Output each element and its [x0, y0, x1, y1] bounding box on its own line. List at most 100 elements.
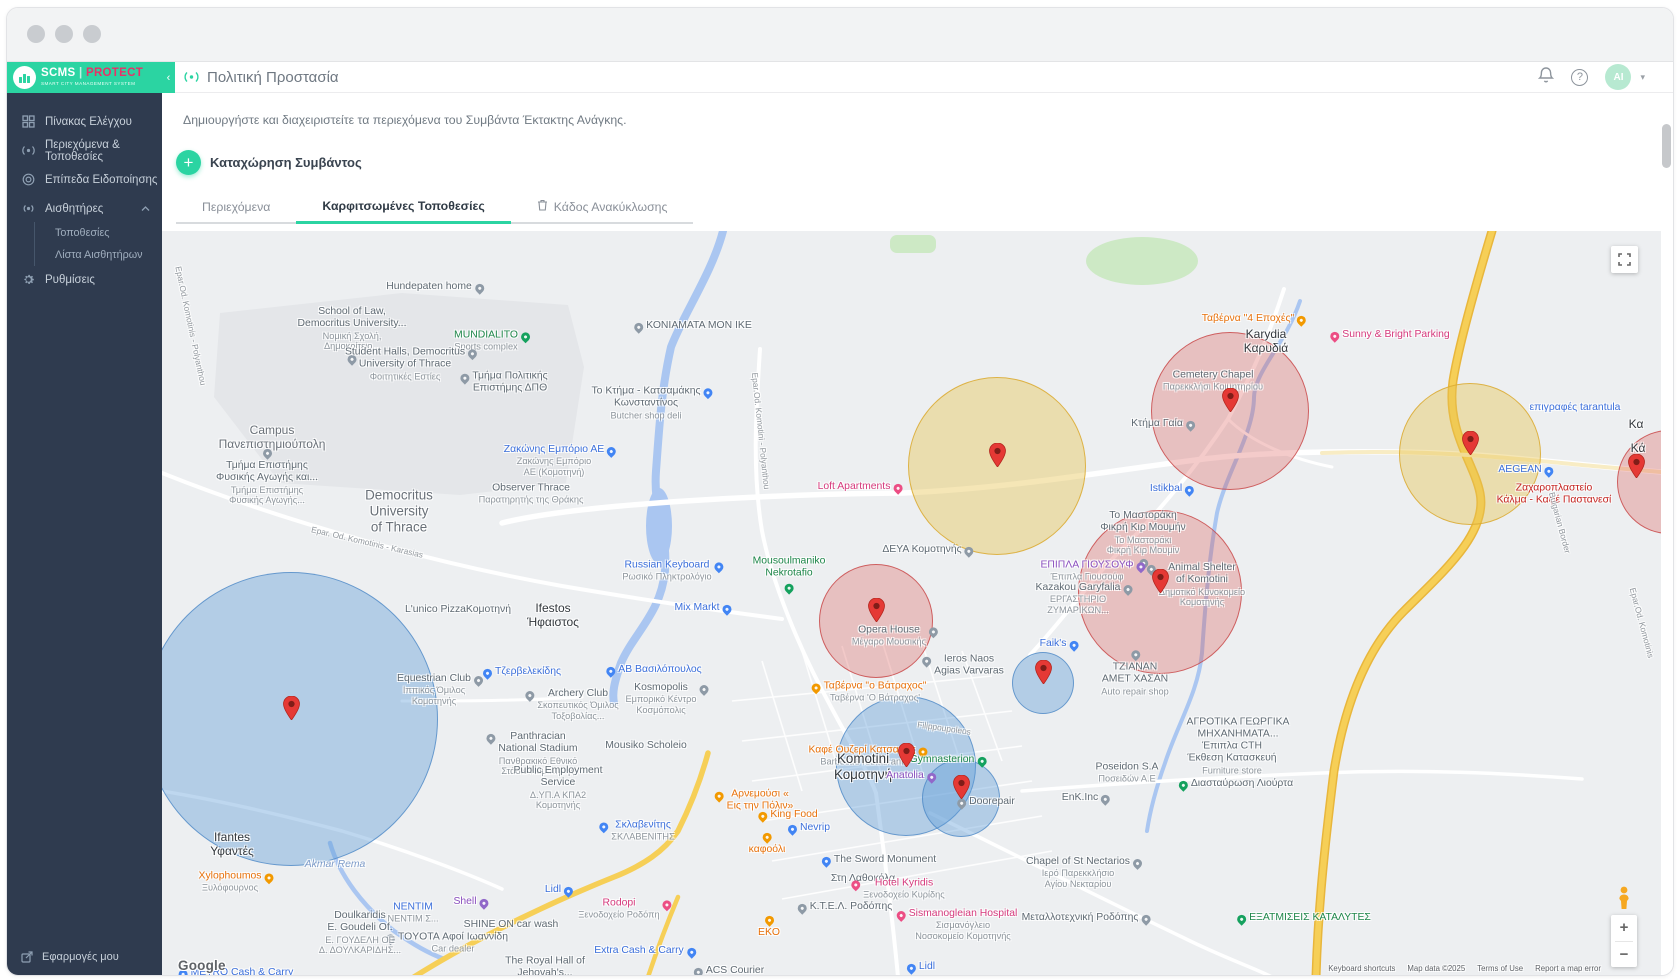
gray-poi-pin-icon [796, 902, 809, 915]
incident-marker-pin[interactable] [1462, 431, 1479, 455]
blue-poi-pin-icon [1183, 484, 1196, 497]
map-label: Epar.Od. Komotinis - Polyanthou [173, 266, 208, 387]
trash-icon [537, 199, 548, 214]
brand-subtitle: SMART CITY MANAGEMENT SYSTEM [41, 82, 143, 87]
map-label: Nevrip [800, 822, 830, 834]
map-label: Cemetery ChapelΠαρεκκλήσι Κοιμητηρίου [1163, 369, 1263, 392]
map-label: IfestosΉφαιστος [527, 601, 579, 629]
page-title: Πολιτική Προστασία [183, 69, 339, 86]
incident-marker-pin[interactable] [1035, 660, 1052, 684]
attribution-link[interactable]: Map data ©2025 [1407, 964, 1465, 973]
chevron-up-icon[interactable] [141, 203, 150, 215]
map-label: Κτήμα Γαία [1131, 418, 1183, 430]
dashboard-icon [21, 114, 36, 129]
map-label: Lidl [545, 884, 561, 896]
incident-marker-pin[interactable] [868, 598, 885, 622]
create-incident-button[interactable]: + Καταχώρηση Συμβάντος [176, 150, 362, 175]
sidebar-my-apps[interactable]: Εφαρμογές μου [7, 945, 162, 969]
orange-poi-pin-icon [761, 831, 774, 844]
map-label: Extra Cash & Carry [594, 945, 684, 957]
sidebar-subitem-sensor-list[interactable]: Λίστα Αισθητήρων [7, 244, 162, 266]
logo-icon [13, 66, 36, 89]
map-attribution: Keyboard shortcuts Map data ©2025 Terms of… [1328, 964, 1601, 973]
map-label: ΑΓΡΟΤΙΚΑ ΓΕΩΡΓΙΚΑΜΗΧΑΝΗΜΑΤΑ... [1187, 717, 1290, 742]
map-label: Opera HouseΜέγαρο Μουσικής [852, 624, 926, 647]
map-label: Public EmploymentServiceΔ.ΥΠ.Α ΚΠΑ2Κομοτ… [514, 765, 603, 811]
map-label: Animal Shelterof KomotiniΔημοτικό Κυνοκο… [1159, 562, 1245, 608]
sidebar-item-settings[interactable]: Ρυθμίσεις [7, 265, 162, 294]
tab-pinned-locations[interactable]: Καρφιτσωμένες Τοποθεσίες [296, 193, 510, 224]
fullscreen-button[interactable] [1611, 246, 1638, 273]
attribution-link[interactable]: Terms of Use [1477, 964, 1523, 973]
green-poi-pin-icon [783, 581, 796, 594]
gray-poi-pin-icon [632, 321, 645, 334]
gray-poi-pin-icon [1131, 857, 1144, 870]
sidebar-item-alert-levels[interactable]: Επίπεδα Ειδοποίησης [7, 165, 162, 194]
main-content: ‹ Πολιτική Προστασία ? AI ▾ Δημιουργήστε… [162, 62, 1673, 975]
map-label: Faik's [1040, 638, 1067, 650]
map-label: XylophoumosΞυλόφουρνος [199, 870, 262, 893]
blue-poi-pin-icon [1068, 639, 1081, 652]
incident-marker-pin[interactable] [989, 443, 1006, 467]
tab-recycle-bin[interactable]: Κάδος Ανακύκλωσης [511, 193, 694, 224]
zoom-in-button[interactable]: + [1611, 915, 1637, 941]
map-label: Τμήμα ΠολιτικήςΕπιστήμης ΔΠΘ [472, 371, 547, 396]
map-label: Mousiko Scholeio [605, 740, 686, 752]
product-name: PROTECT [86, 67, 143, 79]
broadcast-icon [21, 143, 36, 158]
map-label: EKO [758, 927, 780, 939]
window-maximize-button[interactable] [83, 25, 101, 43]
gray-poi-pin-icon [920, 655, 933, 668]
avatar[interactable]: AI [1605, 64, 1631, 90]
map-label: RodopiΞενοδοχείο Ροδόπη [578, 897, 659, 920]
map-label: Το ΜαστοράκηΦικρή Κιρ ΜουμήνΤο Μαστοράκι… [1100, 510, 1185, 556]
sidebar-item-contents-locations[interactable]: Περιεχόμενα & Τοποθεσίες [7, 136, 162, 165]
tab-contents[interactable]: Περιεχόμενα [176, 193, 296, 224]
green-poi-pin-icon [1235, 913, 1248, 926]
sidebar-item-dashboard[interactable]: Πίνακας Ελέγχου [7, 107, 162, 136]
pegman-icon[interactable] [1613, 885, 1635, 911]
map-label: Archery ClubΣκοπευτικός ΌμιλοςΤοξοβολίας… [537, 688, 618, 722]
map-label: ΕΞΑΤΜΙΣΕΙΣ ΚΑΤΑΛΥΤΕΣ [1249, 912, 1371, 924]
app-logo[interactable]: SCMS | PROTECT SMART CITY MANAGEMENT SYS… [7, 62, 162, 93]
map-label: Κα [1629, 417, 1644, 431]
alert-zone-blue[interactable] [162, 572, 438, 866]
map-label: ΔΕΥΑ Κομοτηνής [882, 544, 961, 556]
map-label: MousoulmanikoNekrotafio [753, 556, 826, 581]
map-zoom-control: + − [1611, 915, 1637, 967]
incident-marker-pin[interactable] [283, 696, 300, 720]
map-label: Ταβέρνα "ο Βάτραχος"Ταβέρνα 'Ο Βάτραχος' [824, 680, 927, 703]
map-label: King Food [770, 809, 817, 821]
sidebar-item-sensors[interactable]: Αισθητήρες [7, 194, 162, 223]
map-label: Lidl [919, 961, 935, 973]
blue-poi-pin-icon [905, 962, 918, 975]
attribution-link[interactable]: Report a map error [1535, 964, 1601, 973]
map-label: CampusΠανεπιστημιούπολη [219, 423, 326, 451]
incident-marker-pin[interactable] [953, 775, 970, 799]
map-label: School of Law,Democritus University...Νο… [298, 306, 407, 352]
gray-poi-pin-icon [485, 732, 498, 745]
sidebar-collapse-button[interactable]: ‹ [162, 62, 175, 93]
incident-marker-pin[interactable] [1628, 454, 1645, 478]
blue-poi-pin-icon [721, 603, 734, 616]
google-logo: Google [178, 958, 226, 973]
window-minimize-button[interactable] [55, 25, 73, 43]
map-overlay-layer: Hundepaten homeSchool of Law,Democritus … [162, 231, 1661, 975]
pink-poi-pin-icon [892, 482, 905, 495]
help-icon[interactable]: ? [1571, 69, 1588, 86]
sidebar-subitem-locations[interactable]: Τοποθεσίες [7, 222, 162, 244]
map-label: Ζακώνης Εμπόριο ΑΕΖακώνης ΕμπόριοΑΕ (Κομ… [504, 444, 604, 478]
attribution-link[interactable]: Keyboard shortcuts [1328, 964, 1395, 973]
map-label: DoulkaridisE. Goudeli Of.Ε. ΓΟΥΔΕΛΗ ΟΕΔ.… [319, 910, 401, 956]
incident-marker-pin[interactable] [1152, 569, 1169, 593]
zoom-out-button[interactable]: − [1611, 942, 1637, 968]
map-label: ΑΒ Βασιλόπουλος [618, 664, 701, 676]
avatar-caret-icon[interactable]: ▾ [1640, 72, 1645, 83]
map-label: IfantesΥφαντές [210, 830, 254, 858]
scrollbar-thumb[interactable] [1662, 124, 1671, 168]
incident-marker-pin[interactable] [898, 743, 915, 767]
map-canvas[interactable]: Hundepaten homeSchool of Law,Democritus … [162, 231, 1661, 975]
incident-marker-pin[interactable] [1222, 388, 1239, 412]
notifications-bell-icon[interactable] [1538, 66, 1554, 89]
window-close-button[interactable] [27, 25, 45, 43]
